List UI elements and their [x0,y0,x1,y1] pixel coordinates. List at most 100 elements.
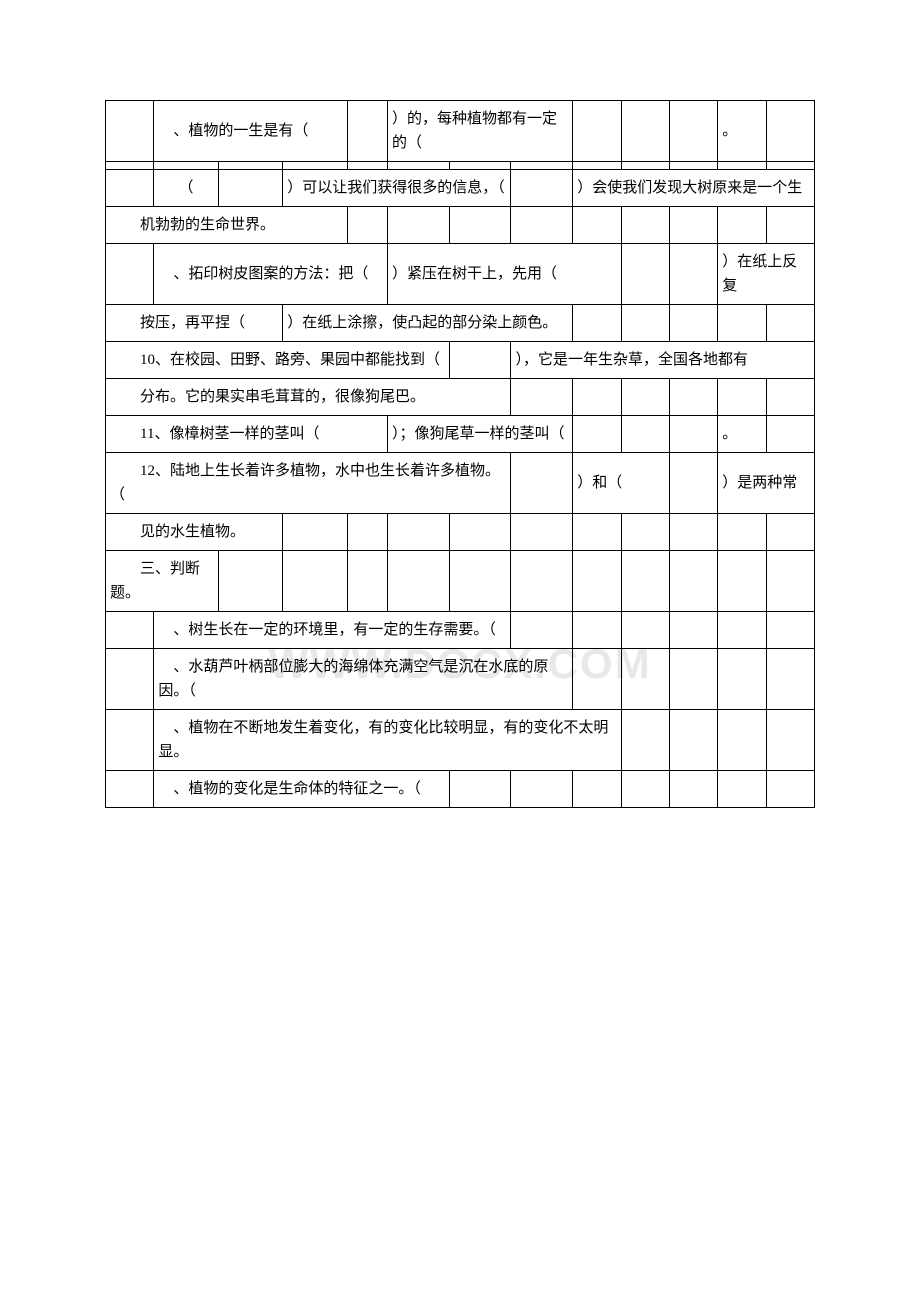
cell [621,514,669,551]
table-row: 分布。它的果实串毛茸茸的，很像狗尾巴。 [106,379,815,416]
cell [621,710,669,771]
cell: 11、像樟树茎一样的茎叫（ [106,416,388,453]
cell: （ [154,170,218,207]
cell [573,379,621,416]
cell [449,342,511,379]
table-row: 三、判断题。 [106,551,815,612]
cell: ）紧压在树干上，先用（ [387,244,621,305]
cell [511,514,573,551]
cell [718,551,766,612]
cell [766,207,814,244]
cell: 见的水生植物。 [106,514,283,551]
cell [449,514,511,551]
cell: 机勃勃的生命世界。 [106,207,348,244]
cell: 12、陆地上生长着许多植物，水中也生长着许多植物。（ [106,453,511,514]
cell [106,101,154,162]
cell [718,305,766,342]
cell [669,612,717,649]
cell [621,771,669,808]
cell [718,771,766,808]
cell [573,649,621,710]
cell [347,551,387,612]
cell [766,710,814,771]
table-row: 、植物的一生是有（ ）的，每种植物都有一定的（ 。 [106,101,815,162]
cell [387,551,449,612]
cell [669,453,717,514]
table-row: 10、在校园、田野、路旁、果园中都能找到（ ），它是一年生杂草，全国各地都有 [106,342,815,379]
cell [669,305,717,342]
cell [766,649,814,710]
cell [718,514,766,551]
table-row: 、拓印树皮图案的方法：把（ ）紧压在树干上，先用（ ）在纸上反复 [106,244,815,305]
cell [573,305,621,342]
cell [106,244,154,305]
cell [511,170,573,207]
cell [621,101,669,162]
cell [766,305,814,342]
cell: 、植物在不断地发生着变化，有的变化比较明显，有的变化不太明显。 [154,710,621,771]
table-row: 见的水生植物。 [106,514,815,551]
cell: ）在纸上反复 [718,244,815,305]
cell [669,244,717,305]
cell [621,305,669,342]
cell [347,207,387,244]
cell [573,416,621,453]
cell: ）的，每种植物都有一定的（ [387,101,572,162]
cell [511,612,573,649]
cell [218,551,282,612]
cell [106,649,154,710]
table-row: （ ）可以让我们获得很多的信息，（ ）会使我们发现大树原来是一个生 [106,170,815,207]
cell [218,170,282,207]
cell [669,551,717,612]
cell [387,207,449,244]
cell [718,612,766,649]
table-row: 、植物在不断地发生着变化，有的变化比较明显，有的变化不太明显。 [106,710,815,771]
table-row: 11、像樟树茎一样的茎叫（ ）；像狗尾草一样的茎叫（ 。 [106,416,815,453]
cell [106,771,154,808]
cell [511,551,573,612]
cell [511,379,573,416]
cell: 、水葫芦叶柄部位膨大的海绵体充满空气是沉在水底的原因。（ [154,649,573,710]
cell [511,453,573,514]
cell [669,379,717,416]
cell [511,207,573,244]
cell: 、拓印树皮图案的方法：把（ [154,244,388,305]
cell [621,649,669,710]
cell: 、树生长在一定的环境里，有一定的生存需要。（ [154,612,511,649]
cell [449,551,511,612]
cell [621,551,669,612]
cell [573,101,621,162]
cell [766,379,814,416]
cell [669,207,717,244]
cell: 、植物的一生是有（ [154,101,347,162]
cell: 三、判断题。 [106,551,219,612]
cell [766,551,814,612]
table-row: 按压，再平捏（ ）在纸上涂擦，使凸起的部分染上颜色。 [106,305,815,342]
cell [106,170,154,207]
cell: 分布。它的果实串毛茸茸的，很像狗尾巴。 [106,379,511,416]
table-row: 、树生长在一定的环境里，有一定的生存需要。（ [106,612,815,649]
cell [449,771,511,808]
cell: ）和（ [573,453,670,514]
cell [718,710,766,771]
table-row: 机勃勃的生命世界。 [106,207,815,244]
cell [106,710,154,771]
cell: 、植物的变化是生命体的特征之一。（ [154,771,449,808]
table-row: 、水葫芦叶柄部位膨大的海绵体充满空气是沉在水底的原因。（ [106,649,815,710]
cell [766,612,814,649]
cell [766,101,814,162]
cell [718,207,766,244]
cell: ）在纸上涂擦，使凸起的部分染上颜色。 [283,305,573,342]
cell [573,771,621,808]
cell: ）；像狗尾草一样的茎叫（ [387,416,572,453]
cell [766,771,814,808]
cell: 。 [718,101,766,162]
cell [669,710,717,771]
table-row: 12、陆地上生长着许多植物，水中也生长着许多植物。（ ）和（ ）是两种常 [106,453,815,514]
cell [573,612,621,649]
cell [283,514,347,551]
cell: ）是两种常 [718,453,815,514]
cell [766,416,814,453]
cell [511,771,573,808]
cell [347,101,387,162]
